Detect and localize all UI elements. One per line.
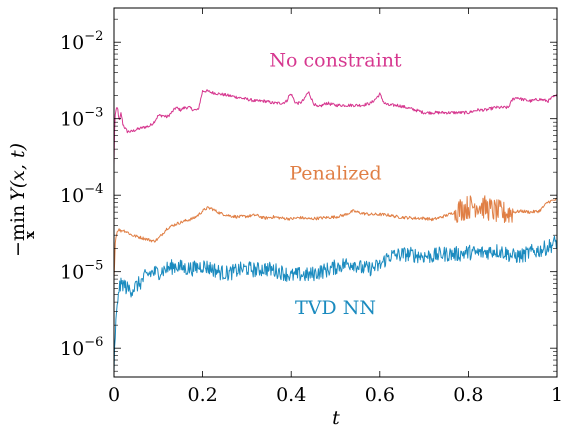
series-line-1 [113, 195, 558, 280]
y-axis-label-min: −min [7, 205, 29, 257]
x-axis-label: t [332, 407, 340, 429]
y-tick-label: 10−6 [60, 335, 103, 360]
series-annotation-1: Penalized [289, 163, 381, 185]
y-axis-label-expr: Y(x, t) [7, 143, 29, 201]
x-axis-label-text: t [332, 407, 340, 429]
x-tick-label: 1 [551, 384, 563, 406]
series-annotation-2: TVD NN [295, 297, 376, 319]
y-tick-label: 10−3 [60, 106, 103, 131]
svg-text:−minY(x, t): −min Y(x, t) [7, 143, 29, 257]
y-axis-label: −min Y(x, t) x [7, 143, 38, 257]
tick-layer: 0 0.2 0.4 0.6 0.8 1 10−2 10−3 10−4 10−5 10−6 [60, 8, 563, 406]
y-axis-label-subscript: x [23, 231, 38, 239]
plot-frame [113, 7, 558, 378]
y-tick-label: 10−5 [60, 259, 103, 284]
x-tick-label: 0.6 [365, 384, 395, 406]
y-tick-label: 10−4 [60, 182, 103, 207]
series-line-0 [113, 89, 558, 165]
x-tick-label: 0.4 [276, 384, 306, 406]
x-tick-label: 0 [108, 384, 120, 406]
x-tick-label: 0.8 [453, 384, 483, 406]
annotation-layer: No constraint Penalized TVD NN [269, 50, 402, 319]
y-tick-label: 10−2 [60, 29, 103, 54]
series-layer [113, 89, 558, 372]
series-annotation-0: No constraint [269, 50, 402, 72]
x-tick-label: 0.2 [187, 384, 217, 406]
series-line-2 [113, 235, 558, 372]
